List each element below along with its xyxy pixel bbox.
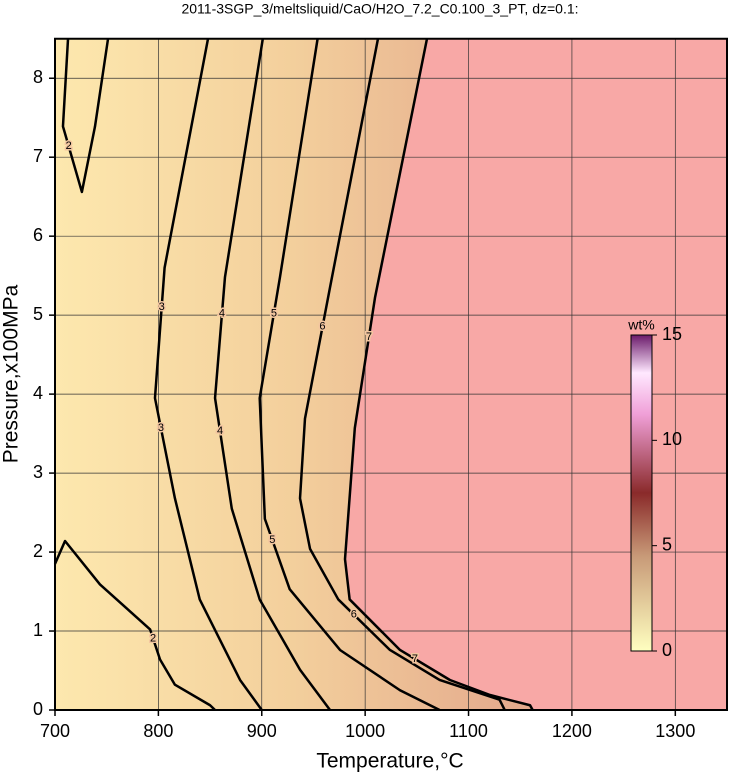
- x-tick-label: 1000: [345, 721, 385, 741]
- contour-label: 2: [150, 632, 156, 644]
- contour-line: [343, 38, 534, 711]
- y-tick-label: 2: [33, 541, 43, 561]
- contour-label: 5: [271, 307, 277, 319]
- contour-label: 6: [319, 321, 325, 333]
- contour-label: 5: [269, 534, 275, 546]
- y-tick-label: 7: [33, 146, 43, 166]
- y-tick-label: 3: [33, 462, 43, 482]
- x-tick-label: 1300: [655, 721, 695, 741]
- y-tick-label: 8: [33, 67, 43, 87]
- contour-label: 7: [412, 653, 418, 665]
- colorbar-tick-label: 0: [662, 640, 672, 660]
- contour-label: 7: [366, 331, 372, 343]
- contour-line: [213, 38, 332, 711]
- fill-region: [55, 38, 533, 710]
- y-tick-label: 0: [33, 699, 43, 719]
- contour-line: [298, 38, 506, 711]
- x-tick-label: 800: [143, 721, 173, 741]
- y-tick-label: 4: [33, 383, 43, 403]
- y-tick-label: 1: [33, 620, 43, 640]
- contour-label: 3: [158, 422, 164, 434]
- colorbar: [630, 334, 653, 652]
- colorbar-tick-label: 10: [662, 429, 682, 449]
- contour-line: [258, 38, 441, 712]
- x-tick-label: 900: [247, 721, 277, 741]
- plot-frame: [54, 37, 728, 711]
- x-axis-label: Temperature,°C: [316, 750, 463, 773]
- colorbar-label: wt%: [627, 317, 654, 333]
- colorbar-tick-label: 15: [662, 324, 682, 344]
- x-tick-label: 1200: [552, 721, 592, 741]
- contour-label: 6: [351, 609, 357, 621]
- contour-label: 3: [159, 301, 165, 313]
- x-tick-label: 1100: [449, 721, 488, 741]
- chart-title: 2011-3SGP_3/meltsliquid/CaO/H2O_7.2_C0.1…: [181, 1, 578, 17]
- y-tick-label: 6: [33, 225, 43, 245]
- y-axis-label: Pressure,x100MPa: [0, 284, 23, 463]
- contour-label: 4: [217, 425, 223, 437]
- contour-label: 4: [219, 307, 225, 319]
- contour-line: [153, 38, 263, 711]
- contour-line: [53, 38, 216, 711]
- x-tick-label: 700: [40, 721, 70, 741]
- contour-label: 2: [66, 140, 72, 152]
- y-tick-label: 5: [33, 304, 43, 324]
- colorbar-tick-label: 5: [662, 534, 672, 554]
